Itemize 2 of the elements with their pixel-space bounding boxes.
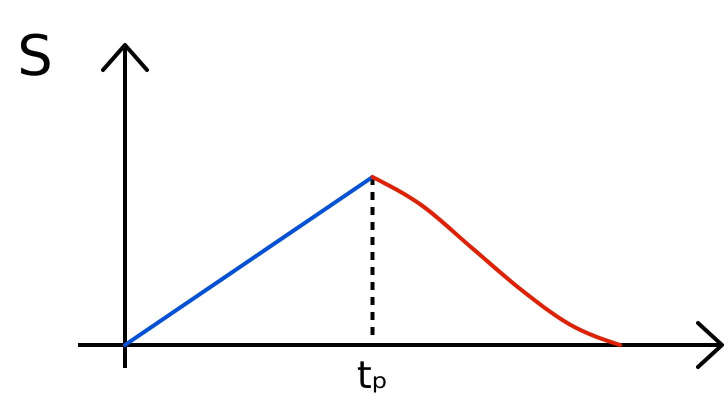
- y-axis-title: S: [17, 24, 53, 89]
- text: tₚ: [356, 353, 388, 397]
